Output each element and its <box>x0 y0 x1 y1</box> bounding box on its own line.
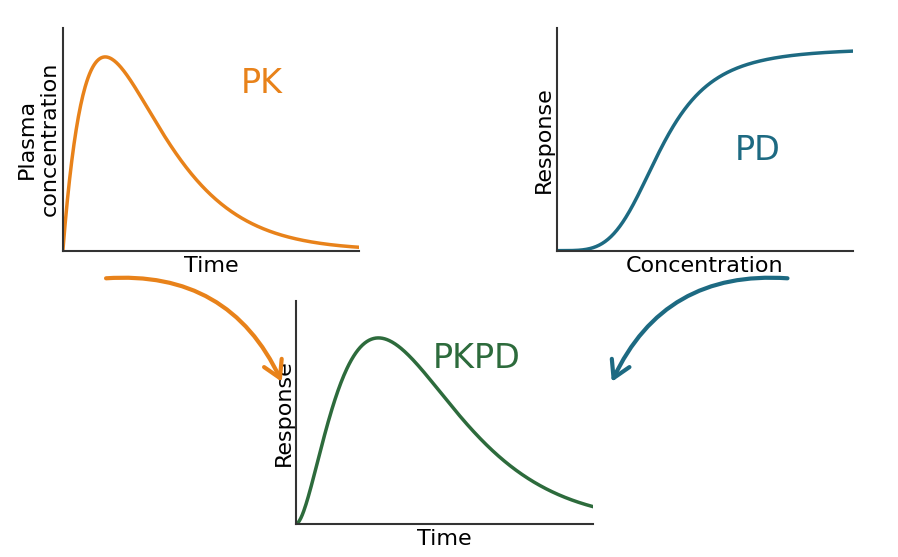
X-axis label: Time: Time <box>184 256 238 276</box>
X-axis label: Concentration: Concentration <box>626 256 784 276</box>
Y-axis label: Response: Response <box>274 359 294 466</box>
Y-axis label: Plasma
concentration: Plasma concentration <box>17 62 60 217</box>
Y-axis label: Response: Response <box>534 86 554 193</box>
Text: PK: PK <box>241 67 283 100</box>
X-axis label: Time: Time <box>418 529 471 549</box>
Text: PKPD: PKPD <box>433 342 521 375</box>
Text: PD: PD <box>735 134 780 167</box>
